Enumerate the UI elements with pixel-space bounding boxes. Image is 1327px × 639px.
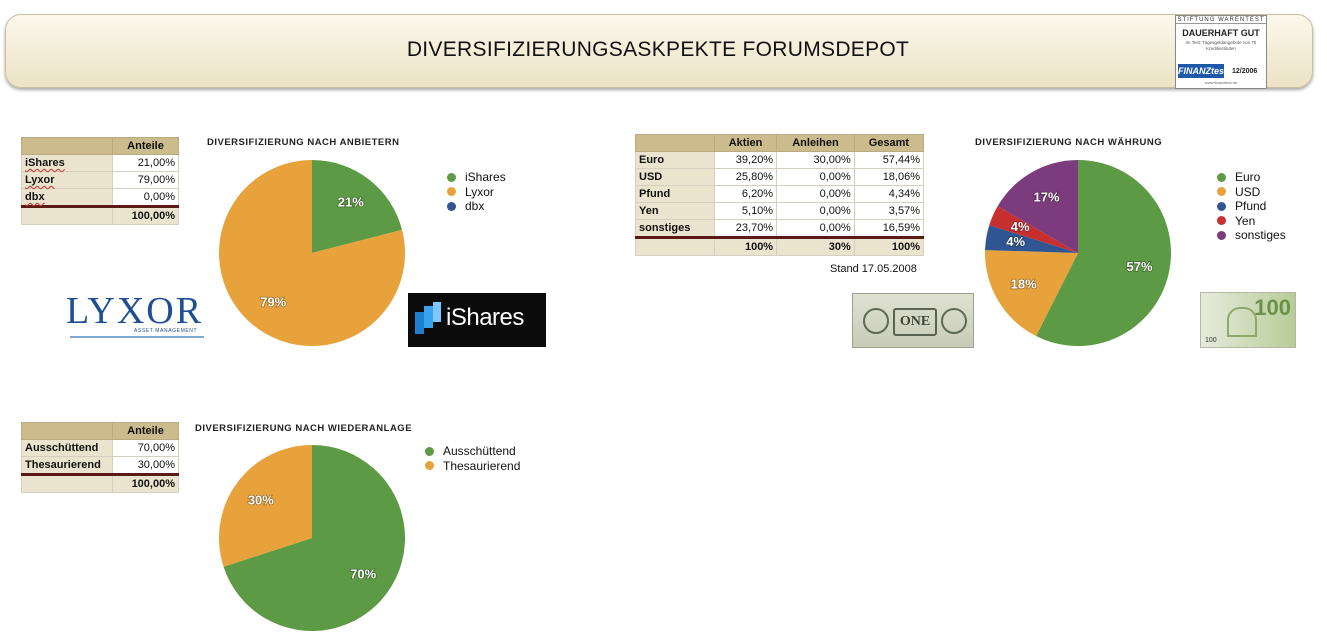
legend-label: Pfund (1235, 199, 1267, 214)
lyxor-logo: LYXOR ASSET MANAGEMENT (66, 292, 206, 346)
legend-label: Ausschüttend (443, 444, 516, 459)
ishares-cube-icon (415, 302, 441, 334)
stand-date: Stand 17.05.2008 (830, 263, 917, 275)
legend-item-thesaurierend: Thesaurierend (425, 459, 520, 474)
pie-label-lyxor: 79% (260, 294, 286, 309)
pie-slice-lyxor (219, 160, 405, 346)
column-header: Anteile (112, 137, 179, 155)
pie-slice-thesaurierend (219, 445, 312, 567)
legend-swatch-icon (1217, 230, 1226, 240)
ishares-logo: iShares (408, 293, 546, 347)
column-header: Aktien (713, 134, 778, 152)
legend-label: Yen (1235, 213, 1256, 228)
column-header: Anleihen (776, 134, 855, 152)
legend-item-euro: Euro (1217, 170, 1286, 185)
page-title: DIVERSIFIZIERUNGSASKPEKTE FORUMSDEPOT (406, 38, 910, 61)
pie-chart-anbieter: 21% 79% (219, 160, 405, 346)
table-row: USD 25,80% 0,00% 18,06% (635, 168, 925, 186)
table-row: sonstiges 23,70% 0,00% 16,59% (635, 219, 925, 238)
pie-label-sonstiges: 17% (1033, 190, 1059, 205)
table-row: Ausschüttend 70,00% (21, 439, 179, 457)
table-anbieter: Anteile iShares 21,00% Lyxor 79,00% dbx … (21, 137, 179, 225)
table-row: Pfund 6,20% 0,00% 4,34% (635, 185, 925, 203)
legend-item-aussch-ttend: Ausschüttend (425, 444, 520, 459)
legend-item-sonstiges: sonstiges (1217, 228, 1286, 243)
legend-item-dbx: dbx (447, 199, 506, 214)
chart-title-waehrung: DIVERSIFIZIERUNG NACH WÄHRUNG (975, 137, 1163, 148)
table-total-row: 100% 30% 100% (635, 236, 925, 256)
pie-label-euro: 57% (1127, 259, 1153, 274)
legend-swatch-icon (1217, 216, 1226, 226)
table-row: dbx 0,00% (21, 188, 179, 207)
pie-slice-pfund (985, 225, 1078, 253)
pie-slice-aussch-ttend (223, 445, 405, 631)
legend-item-yen: Yen (1217, 214, 1286, 229)
chart-title-wiederanlage: DIVERSIFIZIERUNG NACH WIEDERANLAGE (195, 423, 413, 434)
legend-swatch-icon (425, 461, 434, 471)
table-row: Lyxor 79,00% (21, 171, 179, 189)
pie-slice-euro (1036, 160, 1171, 346)
legend-label: USD (1235, 184, 1261, 199)
pie-label-usd: 18% (1011, 277, 1037, 292)
legend-label: iShares (465, 170, 506, 185)
pie-slice-usd (985, 250, 1078, 337)
legend-swatch-icon (1217, 201, 1226, 211)
pie-label-ishares: 21% (338, 194, 364, 209)
legend-label: dbx (465, 199, 485, 214)
pie-chart-wiederanlage: 70% 30% (219, 445, 405, 631)
legend-item-ishares: iShares (447, 170, 506, 185)
legend-swatch-icon (447, 187, 456, 197)
test-seal: STIFTUNG WARENTEST DAUERHAFT GUT Im Test… (1175, 15, 1267, 89)
legend-label: Euro (1235, 170, 1261, 185)
legend-wiederanlage: Ausschüttend Thesaurierend (425, 444, 520, 473)
chart-title-anbieter: DIVERSIFIZIERUNG NACH ANBIETERN (207, 137, 400, 148)
dollar-bill-image: ONE (852, 293, 974, 348)
pie-slice-yen (989, 206, 1078, 253)
legend-swatch-icon (447, 201, 456, 211)
pie-slice-sonstiges (997, 160, 1078, 253)
legend-label: sonstiges (1235, 228, 1286, 243)
euro-bill-image: 100 100 (1200, 292, 1296, 348)
column-header: Gesamt (853, 134, 925, 152)
legend-waehrung: Euro USD Pfund Yen sonstiges (1217, 170, 1286, 243)
pie-label-thesaurierend: 30% (248, 492, 274, 507)
legend-item-usd: USD (1217, 185, 1286, 200)
legend-swatch-icon (425, 446, 434, 456)
table-row: Yen 5,10% 0,00% 3,57% (635, 202, 925, 220)
table-row: Euro 39,20% 30,00% 57,44% (635, 151, 925, 169)
legend-anbieter: iShares Lyxor dbx (447, 170, 506, 214)
table-waehrung: Aktien Anleihen Gesamt Euro 39,20% 30,00… (635, 134, 925, 256)
table-total-row: 100,00% (21, 473, 179, 493)
legend-label: Lyxor (465, 184, 494, 199)
table-row: Thesaurierend 30,00% (21, 456, 179, 475)
pie-label-aussch-ttend: 70% (350, 567, 376, 582)
legend-item-pfund: Pfund (1217, 199, 1286, 214)
header-banner (5, 14, 1313, 88)
pie-label-pfund: 4% (1006, 234, 1025, 249)
pie-chart-waehrung: 57%18%4%4%17% (985, 160, 1171, 346)
legend-swatch-icon (1217, 172, 1226, 182)
pie-label-yen: 4% (1011, 219, 1030, 234)
legend-label: Thesaurierend (443, 458, 521, 473)
pie-slice-ishares (312, 160, 403, 253)
legend-swatch-icon (447, 172, 456, 182)
table-wiederanlage: Anteile Ausschüttend 70,00% Thesaurieren… (21, 422, 179, 493)
column-header: Anteile (112, 422, 179, 440)
table-total-row: 100,00% (21, 205, 179, 225)
table-row: iShares 21,00% (21, 154, 179, 172)
legend-item-lyxor: Lyxor (447, 185, 506, 200)
legend-swatch-icon (1217, 187, 1226, 197)
